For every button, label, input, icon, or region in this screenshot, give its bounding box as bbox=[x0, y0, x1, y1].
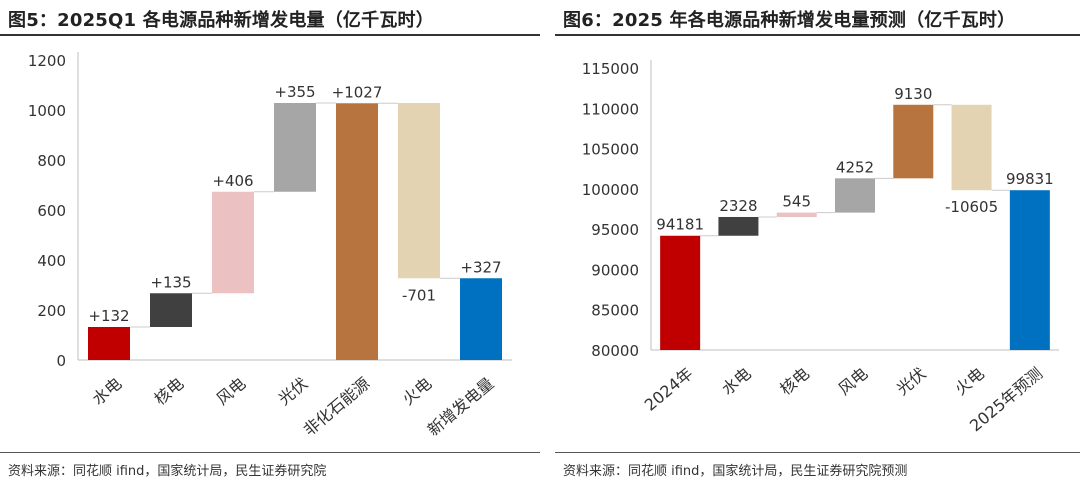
data-label: +135 bbox=[150, 273, 191, 291]
y-tick-label: 200 bbox=[37, 302, 66, 320]
x-tick-label: 火电 bbox=[951, 364, 988, 399]
y-tick-label: 0 bbox=[56, 352, 66, 370]
chart-panel-left: 图5：2025Q1 各电源品种新增发电量（亿千瓦时） 0 200 400 600 800… bbox=[0, 10, 540, 479]
data-label: -10605 bbox=[945, 198, 998, 216]
y-tick-label: 100000 bbox=[582, 181, 639, 199]
waterfall-bar bbox=[1009, 190, 1050, 350]
waterfall-bar bbox=[150, 293, 192, 327]
data-label: +355 bbox=[274, 83, 315, 101]
x-tick-label: 水电 bbox=[718, 364, 755, 399]
x-tick-label: 核电 bbox=[151, 374, 188, 409]
x-tick-label: 光伏 bbox=[275, 374, 312, 409]
data-label: 99831 bbox=[1006, 170, 1054, 188]
x-tick-label: 新增发电量 bbox=[424, 374, 498, 440]
x-tick-label: 水电 bbox=[89, 374, 126, 409]
data-label: +327 bbox=[460, 258, 501, 276]
chart-panel-right: 图6：2025 年各电源品种新增发电量预测（亿千瓦时） 80000 85000 90… bbox=[555, 0, 1080, 479]
waterfall-bar bbox=[718, 216, 759, 236]
data-label: 545 bbox=[782, 193, 811, 211]
data-label: 2328 bbox=[719, 197, 757, 215]
y-tick-label: 110000 bbox=[582, 100, 639, 118]
y-tick-label: 600 bbox=[37, 202, 66, 220]
data-label: -701 bbox=[402, 286, 436, 304]
data-label: +1027 bbox=[332, 83, 383, 101]
data-label: +132 bbox=[88, 307, 129, 325]
source-note: 资料来源：同花顺 ifind，国家统计局，民生证券研究院 bbox=[8, 464, 327, 479]
y-tick-label: 105000 bbox=[582, 141, 639, 159]
waterfall-bar bbox=[951, 104, 992, 191]
waterfall-bar bbox=[212, 191, 254, 294]
y-tick-label: 1200 bbox=[28, 52, 66, 70]
waterfall-bar bbox=[88, 327, 130, 360]
y-tick-label: 115000 bbox=[582, 60, 639, 78]
data-label: 4252 bbox=[836, 158, 874, 176]
x-tick-label: 光伏 bbox=[893, 364, 930, 399]
source-divider bbox=[555, 452, 1080, 453]
x-tick-label: 2024年 bbox=[641, 364, 697, 415]
title-divider bbox=[0, 34, 540, 36]
waterfall-bar bbox=[336, 103, 378, 360]
chart-title: 图5：2025Q1 各电源品种新增发电量（亿千瓦时） bbox=[8, 10, 434, 31]
waterfall-bar bbox=[776, 212, 817, 217]
data-label: +406 bbox=[212, 172, 253, 190]
y-tick-label: 85000 bbox=[591, 302, 639, 320]
data-label: 9130 bbox=[894, 85, 932, 103]
waterfall-bar bbox=[660, 235, 701, 350]
data-label: 94181 bbox=[656, 216, 704, 234]
y-tick-label: 400 bbox=[37, 252, 66, 270]
y-tick-label: 800 bbox=[37, 152, 66, 170]
waterfall-bar bbox=[460, 278, 502, 360]
y-tick-label: 80000 bbox=[591, 342, 639, 360]
source-note: 资料来源：同花顺 ifind，国家统计局，民生证券研究院预测 bbox=[563, 464, 908, 479]
waterfall-chart-2025-forecast: 80000 85000 90000 95000 100000 105000 110000 11… bbox=[582, 60, 1059, 435]
title-divider bbox=[555, 34, 1080, 36]
waterfall-bar bbox=[274, 103, 316, 192]
x-tick-label: 火电 bbox=[399, 374, 436, 409]
x-tick-label: 核电 bbox=[776, 364, 813, 399]
chart-title: 图6：2025 年各电源品种新增发电量预测（亿千瓦时） bbox=[563, 10, 1016, 31]
x-tick-label: 风电 bbox=[835, 364, 872, 399]
source-divider bbox=[0, 452, 540, 453]
waterfall-chart-2025q1: 0 200 400 600 800 1000 1200 +132 水电 +135 核电 +406 风电 +… bbox=[28, 52, 512, 440]
waterfall-bar bbox=[835, 178, 875, 213]
y-tick-label: 95000 bbox=[591, 221, 639, 239]
waterfall-bar bbox=[398, 103, 440, 279]
y-tick-label: 90000 bbox=[591, 261, 639, 279]
x-tick-label: 非化石能源 bbox=[300, 374, 374, 440]
y-tick-label: 1000 bbox=[28, 102, 66, 120]
waterfall-bar bbox=[893, 104, 934, 179]
x-tick-label: 风电 bbox=[213, 374, 250, 409]
